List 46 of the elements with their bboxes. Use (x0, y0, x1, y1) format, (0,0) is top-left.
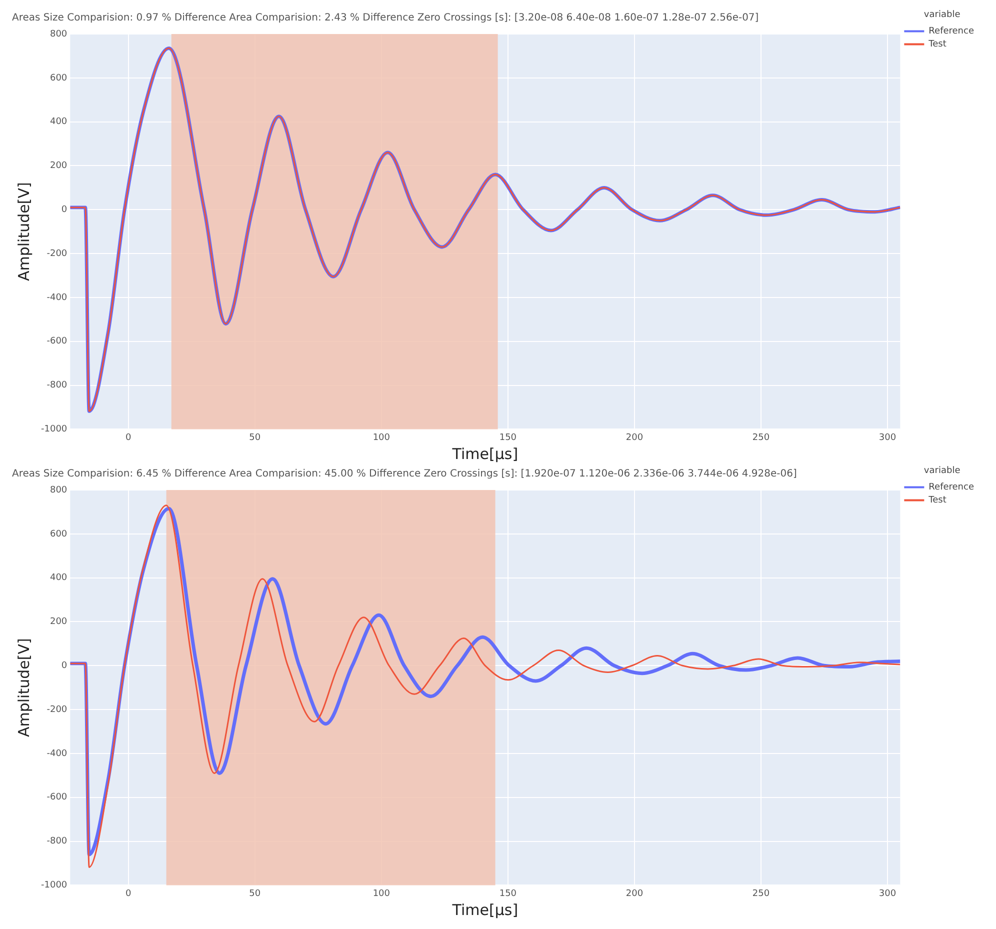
x-axis-title: Time[µs] (451, 444, 518, 463)
chart-title: Areas Size Comparision: 6.45 % Difference Area Comparision: 45.00 % Difference Zero Crossings [s]: [1.920e-07 1.120e-06 2.336e-06 3.744e-06 4.928e-06] (12, 468, 797, 480)
x-tick-label: 100 (372, 432, 390, 443)
x-tick-label: 250 (752, 432, 770, 443)
x-tick-label: 300 (878, 888, 896, 899)
y-tick-label: -600 (46, 336, 68, 347)
y-tick-label: 200 (50, 161, 68, 172)
y-tick-label: 800 (50, 485, 68, 496)
x-tick-label: 50 (249, 888, 261, 899)
y-tick-label: -400 (46, 292, 68, 303)
legend-label: Test (928, 40, 947, 50)
legend-label: Test (928, 496, 947, 506)
y-tick-label: 600 (50, 73, 68, 84)
y-tick-label: 200 (50, 617, 68, 628)
legend-label: Reference (928, 482, 974, 493)
legend-title: variable (924, 10, 961, 20)
x-tick-label: 50 (249, 432, 261, 443)
y-tick-label: 800 (50, 29, 68, 40)
legend-label: Reference (928, 26, 974, 37)
y-tick-label: 400 (50, 573, 68, 584)
y-tick-label: -1000 (40, 880, 68, 891)
x-tick-label: 200 (626, 888, 644, 899)
x-tick-label: 0 (125, 432, 132, 443)
x-tick-label: 300 (878, 432, 896, 443)
y-axis-title: Amplitude[V] (14, 182, 33, 282)
y-tick-label: 0 (61, 660, 68, 671)
y-tick-label: -800 (46, 836, 68, 847)
x-tick-label: 0 (125, 888, 132, 899)
y-tick-label: -800 (46, 380, 68, 391)
y-tick-label: 400 (50, 117, 68, 128)
y-axis-title: Amplitude[V] (14, 638, 33, 738)
x-tick-label: 150 (499, 432, 517, 443)
x-axis-title: Time[µs] (451, 900, 518, 919)
legend-title: variable (924, 466, 961, 476)
y-tick-label: -200 (46, 248, 68, 259)
x-tick-label: 250 (752, 888, 770, 899)
chart-title: Areas Size Comparision: 0.97 % Difference Area Comparision: 2.43 % Difference Zero Crossings [s]: [3.20e-08 6.40e-08 1.60e-07 1.28e-07 2.56e-07] (12, 12, 759, 24)
y-tick-label: -400 (46, 748, 68, 759)
x-tick-label: 150 (499, 888, 517, 899)
y-tick-label: 0 (61, 204, 68, 215)
x-tick-label: 200 (626, 432, 644, 443)
y-tick-label: 600 (50, 529, 68, 540)
x-tick-label: 100 (372, 888, 390, 899)
y-tick-label: -600 (46, 792, 68, 803)
y-tick-label: -200 (46, 704, 68, 715)
y-tick-label: -1000 (40, 424, 68, 435)
